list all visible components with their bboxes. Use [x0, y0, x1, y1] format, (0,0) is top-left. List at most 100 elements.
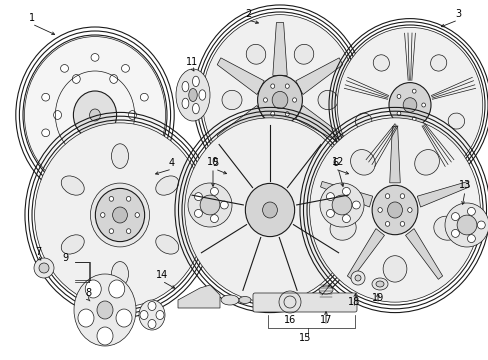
- Ellipse shape: [285, 84, 289, 88]
- Ellipse shape: [329, 216, 355, 240]
- Ellipse shape: [140, 129, 148, 137]
- Ellipse shape: [156, 310, 163, 320]
- Circle shape: [342, 215, 350, 222]
- Ellipse shape: [121, 64, 129, 72]
- Circle shape: [194, 193, 202, 201]
- Ellipse shape: [433, 216, 459, 240]
- Ellipse shape: [239, 297, 250, 303]
- Ellipse shape: [385, 221, 389, 226]
- Polygon shape: [416, 181, 468, 207]
- Ellipse shape: [61, 64, 68, 72]
- Text: 12: 12: [331, 157, 344, 167]
- Ellipse shape: [148, 302, 156, 310]
- Ellipse shape: [222, 90, 242, 110]
- Ellipse shape: [111, 144, 128, 168]
- Ellipse shape: [188, 89, 197, 102]
- Text: 13: 13: [458, 180, 470, 190]
- Ellipse shape: [139, 300, 164, 330]
- Polygon shape: [405, 229, 442, 279]
- Ellipse shape: [78, 309, 94, 327]
- Ellipse shape: [309, 118, 479, 302]
- Circle shape: [476, 221, 484, 229]
- Text: 17: 17: [319, 315, 331, 325]
- Ellipse shape: [411, 89, 415, 93]
- Ellipse shape: [61, 235, 84, 254]
- Text: 2: 2: [244, 9, 251, 19]
- Circle shape: [326, 193, 334, 201]
- Ellipse shape: [111, 262, 128, 286]
- Ellipse shape: [294, 136, 313, 156]
- Ellipse shape: [318, 286, 332, 294]
- Circle shape: [467, 235, 474, 243]
- Polygon shape: [178, 285, 220, 308]
- Ellipse shape: [95, 188, 144, 242]
- Ellipse shape: [355, 113, 371, 129]
- Ellipse shape: [292, 98, 296, 102]
- Circle shape: [187, 183, 231, 227]
- Polygon shape: [272, 125, 286, 177]
- Ellipse shape: [109, 229, 113, 234]
- Polygon shape: [272, 23, 286, 75]
- Circle shape: [352, 201, 360, 209]
- Ellipse shape: [121, 158, 129, 166]
- Ellipse shape: [101, 213, 105, 217]
- Ellipse shape: [371, 278, 387, 290]
- Polygon shape: [346, 229, 384, 279]
- Ellipse shape: [371, 185, 417, 235]
- Circle shape: [450, 229, 458, 237]
- Ellipse shape: [182, 98, 188, 109]
- Text: 1: 1: [29, 13, 35, 23]
- Ellipse shape: [140, 93, 148, 101]
- Ellipse shape: [61, 176, 84, 195]
- Ellipse shape: [184, 118, 355, 302]
- Ellipse shape: [126, 229, 131, 234]
- Ellipse shape: [90, 183, 149, 247]
- Ellipse shape: [401, 149, 417, 165]
- Circle shape: [319, 183, 363, 227]
- Ellipse shape: [377, 208, 382, 212]
- Circle shape: [450, 213, 458, 221]
- Circle shape: [331, 195, 351, 215]
- Ellipse shape: [396, 94, 400, 98]
- Circle shape: [467, 207, 474, 215]
- Ellipse shape: [74, 274, 136, 346]
- Ellipse shape: [109, 75, 118, 84]
- Ellipse shape: [402, 98, 416, 112]
- Ellipse shape: [270, 84, 274, 88]
- Ellipse shape: [257, 75, 302, 125]
- Polygon shape: [389, 126, 400, 183]
- Circle shape: [210, 215, 218, 222]
- Polygon shape: [320, 181, 372, 207]
- Ellipse shape: [126, 197, 131, 201]
- Ellipse shape: [72, 75, 80, 84]
- Ellipse shape: [140, 310, 148, 320]
- Ellipse shape: [156, 176, 179, 195]
- Ellipse shape: [294, 44, 313, 64]
- Text: 4: 4: [168, 158, 175, 168]
- Ellipse shape: [108, 280, 124, 298]
- Ellipse shape: [109, 197, 113, 201]
- Ellipse shape: [128, 111, 136, 120]
- Ellipse shape: [262, 202, 277, 218]
- Text: 15: 15: [298, 333, 310, 343]
- Ellipse shape: [73, 91, 116, 139]
- Circle shape: [444, 203, 488, 247]
- Ellipse shape: [97, 327, 113, 345]
- Ellipse shape: [246, 136, 265, 156]
- Text: 18: 18: [347, 297, 359, 307]
- Ellipse shape: [199, 90, 205, 100]
- Ellipse shape: [396, 112, 400, 116]
- Text: 10: 10: [206, 157, 219, 167]
- Ellipse shape: [41, 93, 50, 101]
- Ellipse shape: [24, 37, 165, 193]
- Circle shape: [210, 188, 218, 195]
- Ellipse shape: [148, 320, 156, 328]
- Ellipse shape: [72, 147, 80, 156]
- Circle shape: [194, 210, 202, 217]
- Ellipse shape: [192, 103, 199, 114]
- Text: 8: 8: [85, 288, 91, 298]
- Ellipse shape: [112, 207, 127, 223]
- FancyBboxPatch shape: [252, 293, 356, 312]
- Ellipse shape: [317, 90, 337, 110]
- Ellipse shape: [91, 169, 99, 176]
